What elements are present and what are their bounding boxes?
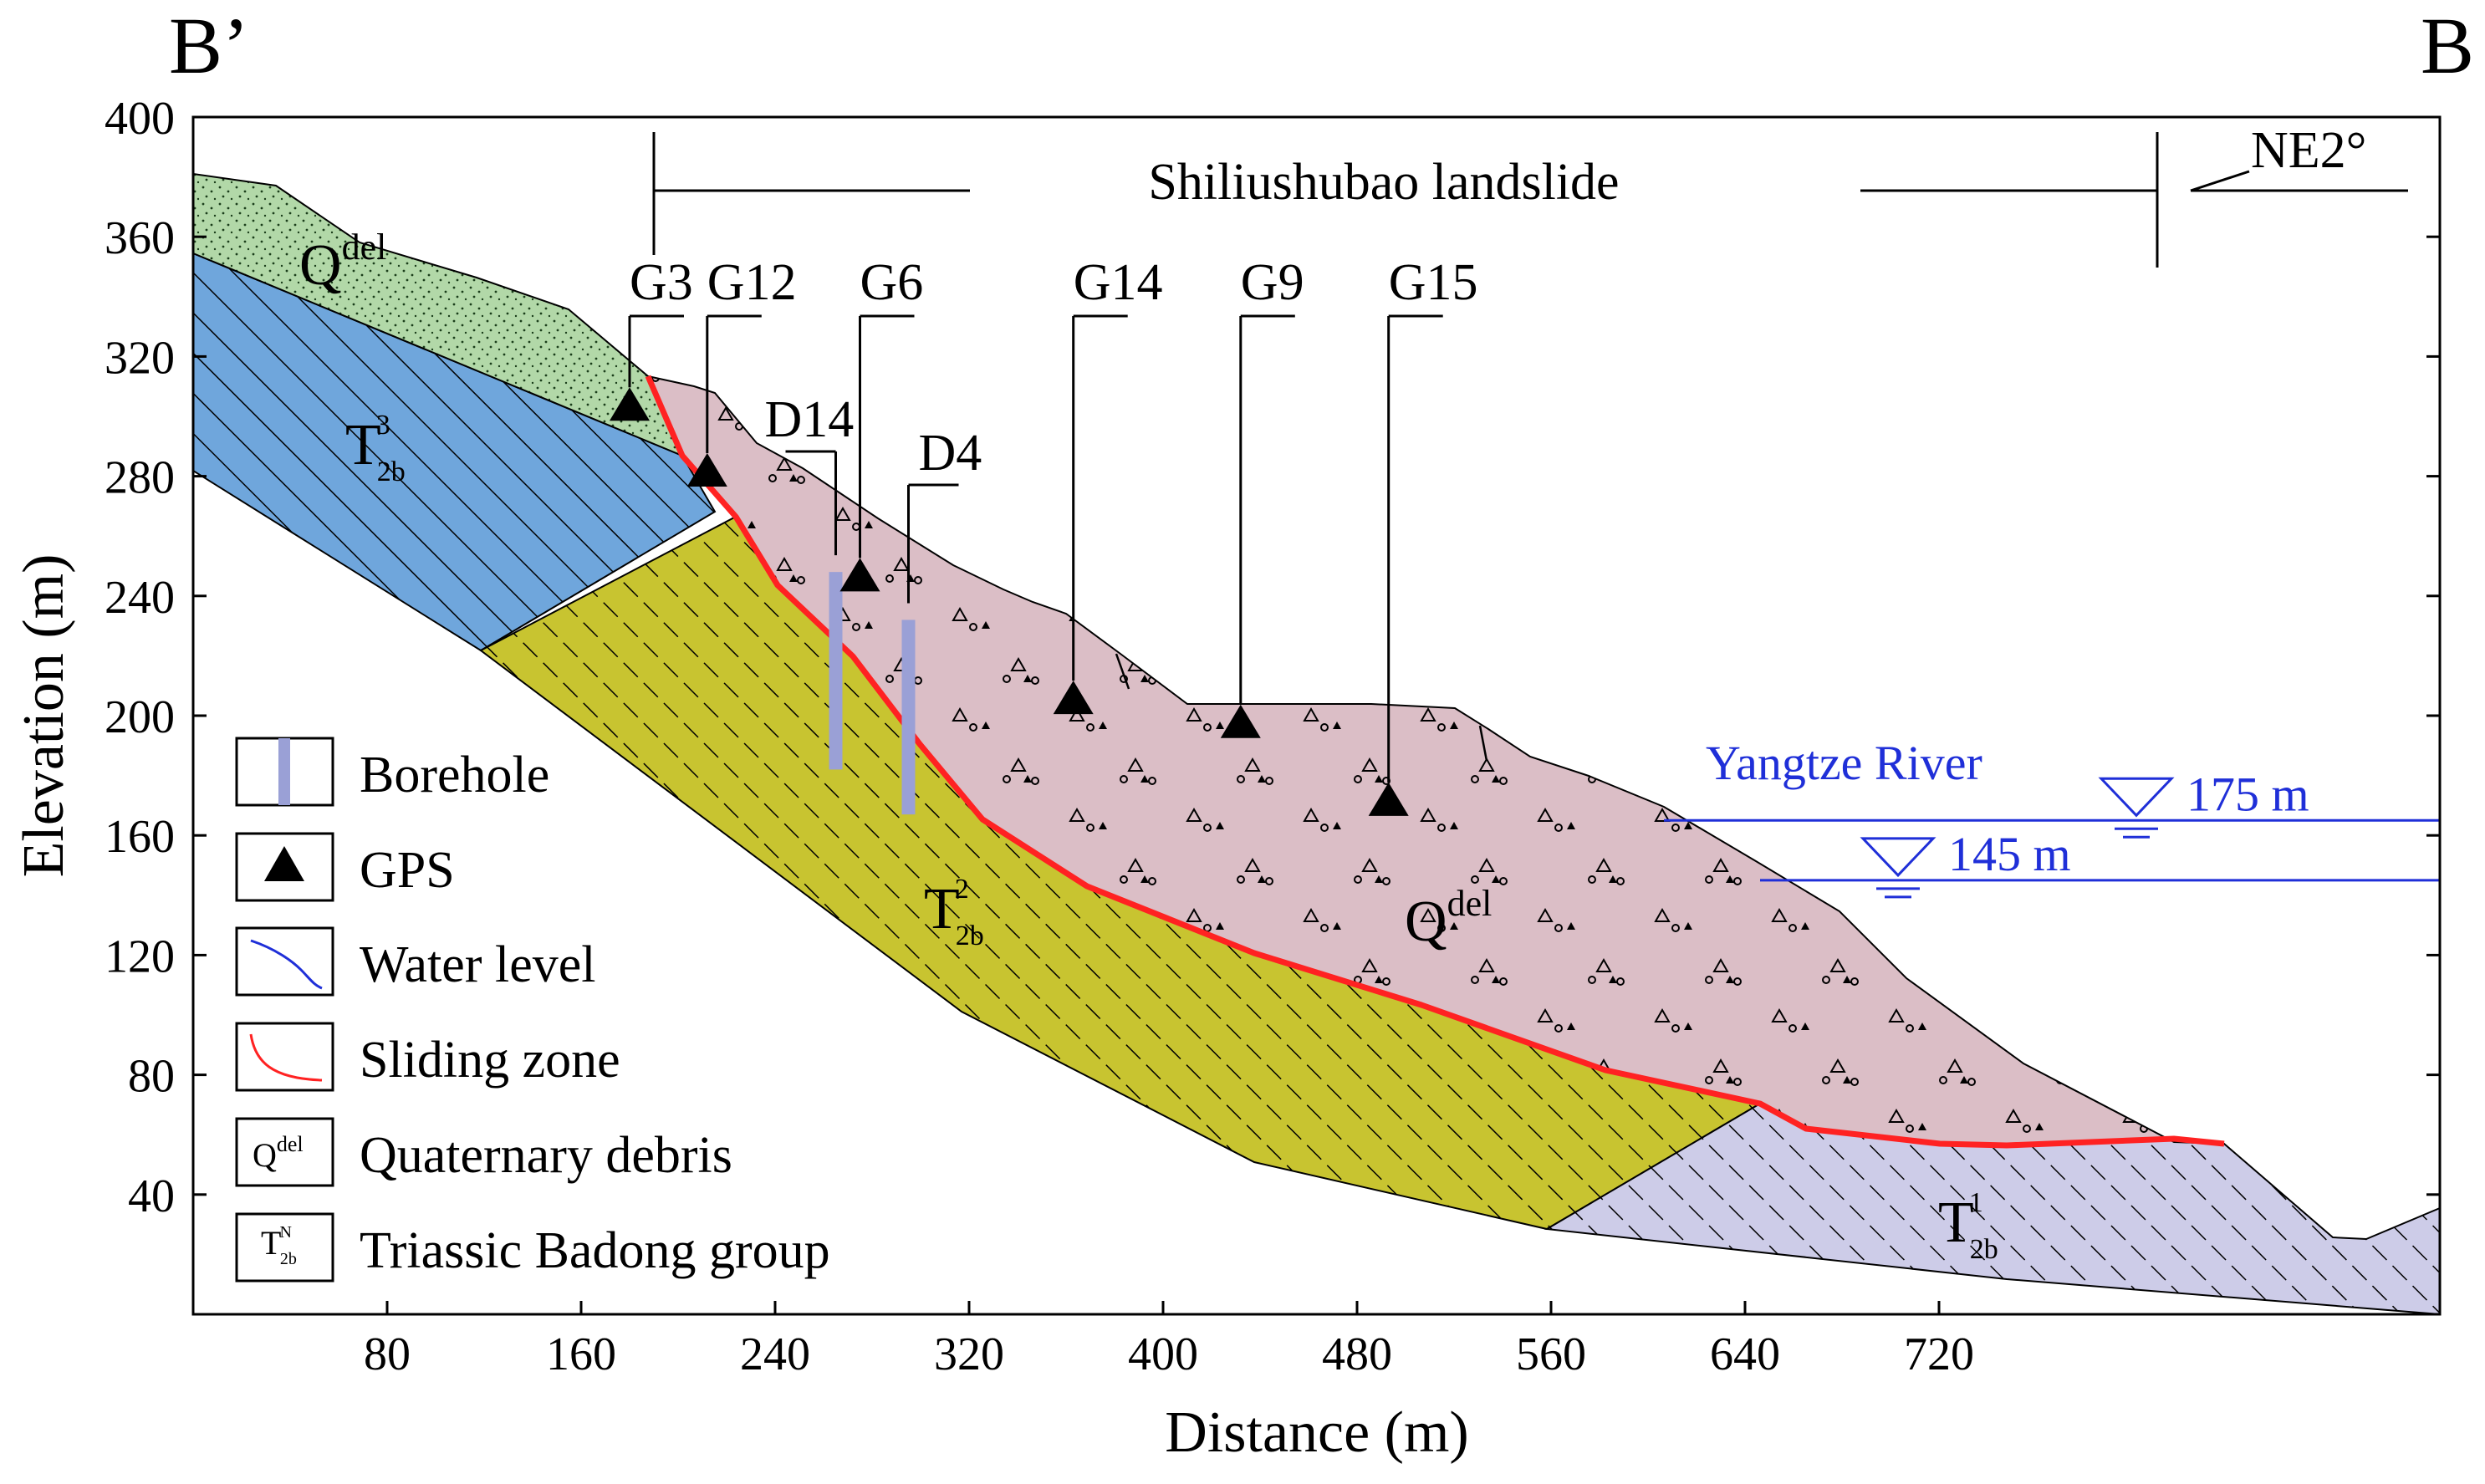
unit-label-t2b3: T3 2b: [345, 410, 406, 487]
y-tick-label: 40: [128, 1170, 175, 1222]
gps-triangle-icon: [686, 453, 727, 487]
borehole-column: [901, 620, 916, 815]
strata-layers: [192, 172, 2441, 1316]
unit-label-t2b2: T2 2b: [924, 874, 984, 951]
legend-item-water: Water level: [235, 926, 595, 997]
gps-station-label: G3: [630, 254, 693, 311]
legend-item-gps: GPS: [235, 832, 455, 902]
x-tick-label: 640: [1710, 1328, 1780, 1380]
surface-crack-2: [1478, 725, 1488, 762]
y-tick-label: 200: [105, 691, 175, 743]
gps-triangle-icon: [610, 387, 650, 421]
y-tick-label: 240: [105, 572, 175, 624]
borehole-label: D14: [765, 391, 855, 448]
gps-station-label: G14: [1074, 254, 1163, 311]
y-tick-label: 400: [105, 93, 175, 145]
sliding-zone-line-icon: [249, 1033, 323, 1082]
water-level-label: 145 m: [1948, 827, 2071, 881]
legend-label-borehole: Borehole: [360, 747, 549, 803]
section-left-label: B’: [169, 1, 249, 90]
y-tick-label: 360: [105, 212, 175, 264]
legend: Borehole GPS Water level Sliding zone Qd…: [235, 737, 830, 1283]
water-level-marker-icon: [2098, 777, 2175, 818]
x-tick-label: 240: [740, 1328, 810, 1380]
legend-label-sliding: Sliding zone: [360, 1032, 620, 1089]
gps-stations: G3 G12 G6 G14 G9 G15: [610, 254, 1477, 816]
legend-label-qdel: Quaternary debris: [360, 1127, 732, 1184]
gps-station-label: G12: [707, 254, 797, 311]
legend-item-qdel: Qdel Quaternary debris: [235, 1117, 732, 1187]
unit-label-qdel-landslide: Qdel: [1405, 883, 1492, 954]
unit-label-t2b1: T1 2b: [1938, 1187, 1998, 1265]
y-tick-label: 80: [128, 1051, 175, 1103]
legend-swatch-triassic: [235, 1212, 334, 1283]
surface-crack-1: [1115, 653, 1130, 690]
gps-triangle-icon: [1368, 782, 1409, 816]
water-level-marker-icon: [1860, 837, 1936, 878]
water-body-label: Yangtze River: [1706, 736, 1982, 790]
layer-debris-upper-dots: [192, 172, 684, 457]
sliding-zone-line: [645, 375, 2225, 1149]
y-tick-label: 320: [105, 332, 175, 384]
borehole-label: D4: [919, 425, 982, 482]
water-level-label: 175 m: [2186, 767, 2309, 821]
unit-label-qdel-upper: Qdel: [299, 227, 386, 298]
legend-swatch-qdel-symbol: Qdel: [253, 1132, 304, 1174]
x-tick-label: 80: [364, 1328, 411, 1380]
gps-triangle-icon: [1220, 704, 1261, 738]
gps-triangle-icon: [264, 846, 304, 881]
y-tick-label: 120: [105, 931, 175, 982]
x-tick-label: 720: [1904, 1328, 1974, 1380]
borehole-column: [829, 572, 843, 770]
legend-label-water: Water level: [360, 936, 595, 993]
legend-swatch-qdel: [235, 1117, 334, 1187]
gps-station-label: G15: [1389, 254, 1478, 311]
y-axis-label: Elevation (m): [12, 554, 76, 878]
legend-item-borehole: Borehole: [235, 737, 549, 807]
gps-station-label: G9: [1241, 254, 1304, 311]
legend-swatch-triassic-symbol: TN 2b: [261, 1223, 297, 1268]
legend-label-gps: GPS: [360, 842, 455, 899]
y-tick-label: 280: [105, 452, 175, 504]
x-axis-ticks: 80 160 240 320 400 480 560 640 720: [364, 1301, 1974, 1380]
legend-item-triassic: TN 2b Triassic Badong group: [235, 1212, 830, 1283]
borehole-icon: [278, 738, 290, 805]
water-level-line-icon: [250, 939, 323, 990]
x-tick-label: 400: [1128, 1328, 1198, 1380]
water-levels: Yangtze River 175 m 145 m: [1664, 736, 2440, 899]
orientation-label: NE2°: [2251, 122, 2366, 179]
boreholes: D14 D4: [765, 391, 982, 815]
y-tick-label: 160: [105, 811, 175, 863]
orientation-arrow-head: [2190, 170, 2250, 192]
section-right-label: B: [2421, 1, 2474, 90]
unit-labels: Qdel Qdel T3 2b T2 2b T1 2b: [299, 227, 1998, 1265]
y-axis-ticks: 40 80 120 160 200 240 280 320 360 400: [105, 93, 2440, 1222]
legend-item-sliding: Sliding zone: [235, 1022, 620, 1092]
x-tick-label: 560: [1516, 1328, 1586, 1380]
x-tick-label: 480: [1322, 1328, 1392, 1380]
landslide-name: Shiliushubao landslide: [1148, 154, 1619, 211]
x-axis-label: Distance (m): [1165, 1400, 1468, 1465]
x-tick-label: 160: [546, 1328, 616, 1380]
gps-triangle-icon: [839, 558, 880, 592]
gps-station-label: G6: [860, 254, 924, 311]
section-header: B’ B Shiliushubao landslide NE2°: [169, 1, 2474, 268]
legend-label-triassic: Triassic Badong group: [360, 1222, 830, 1279]
gps-triangle-icon: [1053, 681, 1094, 715]
axes: 80 160 240 320 400 480 560 640 720 40 80 120 160 200…: [12, 93, 2442, 1465]
x-tick-label: 320: [934, 1328, 1004, 1380]
